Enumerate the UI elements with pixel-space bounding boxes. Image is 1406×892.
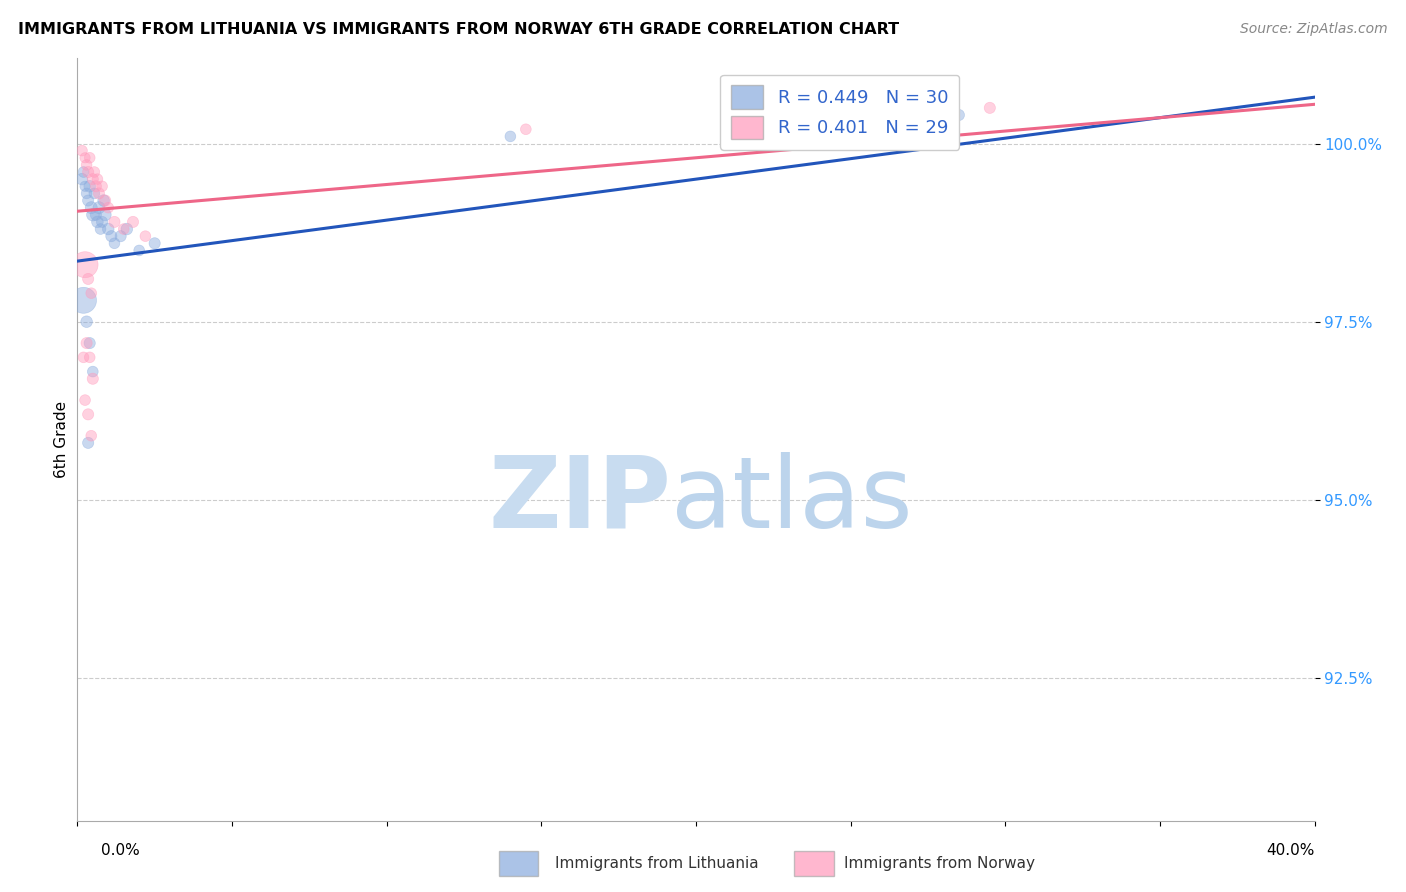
Point (94, 194, 117, 208)
Point (75, 258, 96, 272)
Point (76, 158, 98, 172)
Point (143, 236, 166, 251)
Point (76, 186, 98, 201)
Point (79, 336, 101, 351)
Point (90, 222, 111, 236)
Point (115, 222, 138, 236)
Point (80, 429, 103, 443)
Point (70, 172, 93, 186)
Text: 40.0%: 40.0% (1267, 843, 1315, 858)
Point (97, 201, 120, 215)
Point (91, 215, 114, 229)
Point (70, 144, 93, 158)
Point (100, 229, 122, 244)
Point (91, 179, 114, 194)
Point (87, 201, 110, 215)
Point (134, 229, 156, 244)
Text: Immigrants from Norway: Immigrants from Norway (844, 856, 1035, 871)
Point (79, 151, 101, 165)
Point (75, 179, 96, 194)
Point (87, 186, 110, 201)
Point (82, 365, 104, 379)
Point (103, 215, 125, 229)
Point (79, 351, 101, 365)
Point (77, 435, 100, 450)
Point (75, 393, 96, 408)
Point (80, 201, 103, 215)
Point (83, 186, 105, 201)
Point (110, 229, 132, 244)
Text: atlas: atlas (671, 452, 912, 549)
Point (93, 194, 115, 208)
Point (76, 315, 98, 329)
Point (82, 208, 104, 222)
Point (79, 179, 101, 194)
Point (72, 351, 94, 365)
Point (84, 208, 107, 222)
Point (77, 408, 100, 422)
Point (948, 108, 970, 122)
Point (86, 172, 108, 186)
Point (94, 208, 117, 222)
Point (82, 372, 104, 386)
Point (77, 194, 100, 208)
Point (82, 172, 104, 186)
Point (80, 286, 103, 301)
Point (72, 165, 94, 179)
Point (86, 215, 108, 229)
Text: Immigrants from Lithuania: Immigrants from Lithuania (555, 856, 759, 871)
Text: ZIP: ZIP (488, 452, 671, 549)
Y-axis label: 6th Grade: 6th Grade (53, 401, 69, 478)
Point (122, 215, 145, 229)
Point (112, 222, 135, 236)
Point (97, 222, 120, 236)
Legend: R = 0.449   N = 30, R = 0.401   N = 29: R = 0.449 N = 30, R = 0.401 N = 29 (720, 75, 959, 150)
Point (77, 165, 100, 179)
Point (77, 272, 100, 286)
Point (103, 236, 125, 251)
Point (499, 129, 522, 144)
Text: Source: ZipAtlas.com: Source: ZipAtlas.com (1240, 22, 1388, 37)
Point (515, 122, 537, 136)
Point (84, 179, 107, 194)
Point (128, 244, 150, 258)
Point (76, 336, 98, 351)
Point (83, 165, 105, 179)
Text: 0.0%: 0.0% (101, 843, 141, 858)
Point (979, 101, 1001, 115)
Text: IMMIGRANTS FROM LITHUANIA VS IMMIGRANTS FROM NORWAY 6TH GRADE CORRELATION CHART: IMMIGRANTS FROM LITHUANIA VS IMMIGRANTS … (18, 22, 900, 37)
Point (75, 151, 96, 165)
Point (72, 293, 94, 308)
